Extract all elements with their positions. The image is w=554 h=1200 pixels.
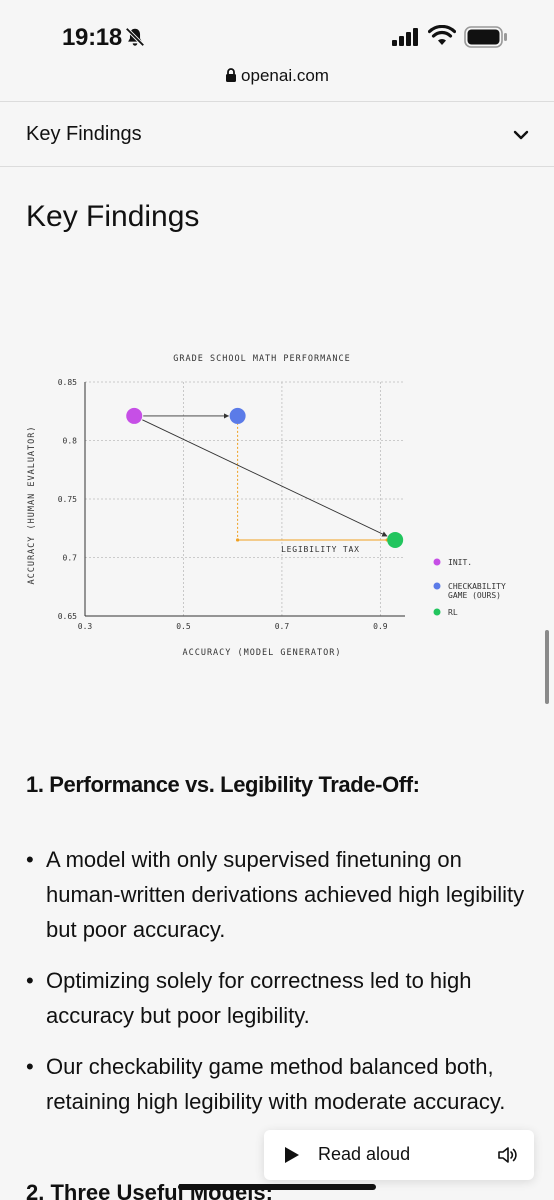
x-tick-label: 0.9 [373, 622, 388, 631]
data-point [229, 407, 246, 424]
legend-marker [433, 582, 441, 590]
lock-icon [226, 68, 237, 82]
data-point [126, 407, 143, 424]
list-item: A model with only supervised finetuning … [26, 842, 536, 947]
section-heading-three-models: 2. Three Useful Models: [26, 1180, 273, 1200]
chart-title: GRADE SCHOOL MATH PERFORMANCE [173, 354, 350, 364]
list-item: Optimizing solely for correctness led to… [26, 963, 536, 1033]
chevron-down-icon [513, 130, 529, 140]
status-time: 19:18 [62, 24, 122, 51]
page-title: Key Findings [26, 200, 200, 233]
legend-marker [433, 558, 441, 566]
y-axis-label: ACCURACY (HUMAN EVALUATOR) [27, 425, 37, 584]
x-axis-label: ACCURACY (MODEL GENERATOR) [182, 648, 341, 658]
data-point [387, 531, 404, 548]
cellular-signal-icon [392, 28, 418, 46]
legibility-tax-marker [236, 538, 240, 542]
status-bar: 19:18 [0, 0, 554, 64]
performance-chart: GRADE SCHOOL MATH PERFORMANCE 0.3 0.5 0.7 0… [27, 354, 506, 658]
table-of-contents-toggle[interactable]: Key Findings [0, 102, 554, 166]
trajectory-arrow [142, 419, 388, 537]
divider [0, 101, 554, 102]
legend-label: RL [448, 608, 458, 617]
legend-label: CHECKABILITY [448, 582, 506, 591]
url-text: openai.com [241, 66, 329, 85]
x-tick-label: 0.7 [275, 622, 290, 631]
y-tick-label: 0.8 [63, 437, 78, 446]
read-aloud-button[interactable]: Read aloud [264, 1130, 534, 1180]
read-aloud-label: Read aloud [318, 1144, 411, 1164]
battery-icon [464, 26, 507, 48]
y-tick-label: 0.85 [58, 378, 77, 387]
wifi-icon [428, 25, 456, 45]
y-tick-label: 0.75 [58, 495, 77, 504]
address-bar[interactable]: openai.com [0, 66, 554, 96]
x-tick-label: 0.5 [176, 622, 191, 631]
speaker-icon [498, 1147, 517, 1163]
legibility-tax-label: LEGIBILITY TAX [281, 545, 360, 554]
home-indicator[interactable] [178, 1184, 376, 1190]
legend-marker [433, 608, 441, 616]
scrollbar[interactable] [545, 630, 549, 704]
divider [0, 166, 554, 167]
legend-label: GAME (OURS) [448, 591, 501, 600]
legend-label: INIT. [448, 558, 472, 567]
findings-list: A model with only supervised finetuning … [26, 842, 536, 1135]
x-tick-label: 0.3 [78, 622, 93, 631]
section-heading-performance-legibility: 1. Performance vs. Legibility Trade-Off: [26, 772, 420, 797]
list-item: Our checkability game method balanced bo… [26, 1049, 536, 1119]
y-tick-label: 0.7 [63, 554, 78, 563]
y-tick-label: 0.65 [58, 612, 77, 621]
bell-muted-icon [125, 27, 145, 47]
play-icon [285, 1147, 299, 1163]
toc-label: Key Findings [26, 123, 142, 145]
